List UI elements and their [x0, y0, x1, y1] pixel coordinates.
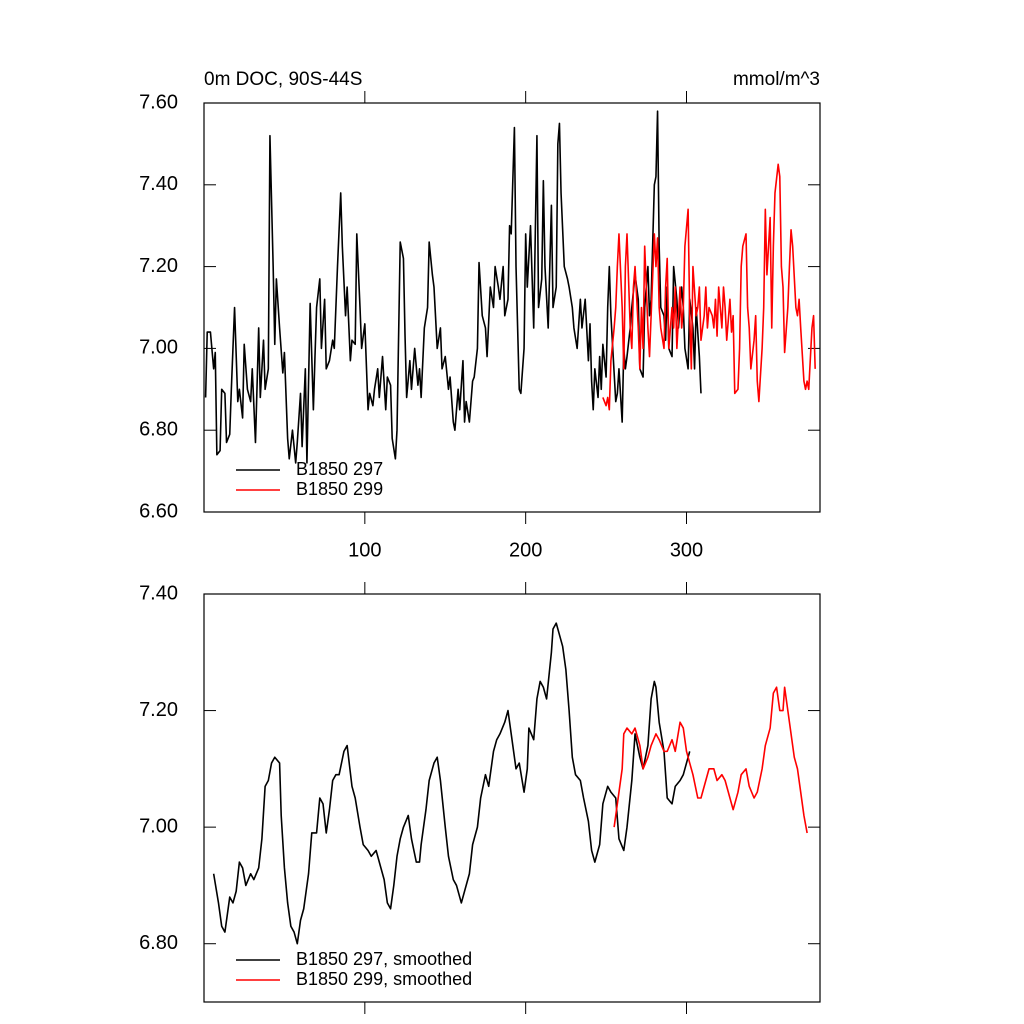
y-tick-label: 7.40: [139, 173, 178, 195]
x-tick-label: 300: [670, 539, 703, 561]
legend-label: B1850 297, smoothed: [296, 949, 472, 969]
y-tick-label: 7.20: [139, 255, 178, 277]
y-tick-label: 7.60: [139, 91, 178, 113]
y-tick-label: 7.00: [139, 815, 178, 837]
plot-frame: [203, 593, 821, 1003]
y-tick-label: 7.40: [139, 582, 178, 604]
x-tick-label: 200: [509, 539, 542, 561]
legend-label: B1850 299, smoothed: [296, 969, 472, 989]
plot-frame: [203, 102, 821, 513]
y-tick-label: 6.80: [139, 418, 178, 440]
legend-label: B1850 299: [296, 479, 383, 499]
y-tick-label: 6.60: [139, 500, 178, 522]
x-tick-label: 100: [348, 539, 381, 561]
data-line: [212, 622, 691, 945]
y-tick-label: 7.20: [139, 699, 178, 721]
data-line: [602, 163, 816, 411]
chart-title: 0m DOC, 90S-44S: [204, 69, 362, 90]
y-tick-label: 7.00: [139, 337, 178, 359]
legend-label: B1850 297: [296, 459, 383, 479]
y-tick-label: 6.80: [139, 932, 178, 954]
units-label: mmol/m^3: [733, 69, 820, 90]
data-line: [613, 686, 808, 834]
